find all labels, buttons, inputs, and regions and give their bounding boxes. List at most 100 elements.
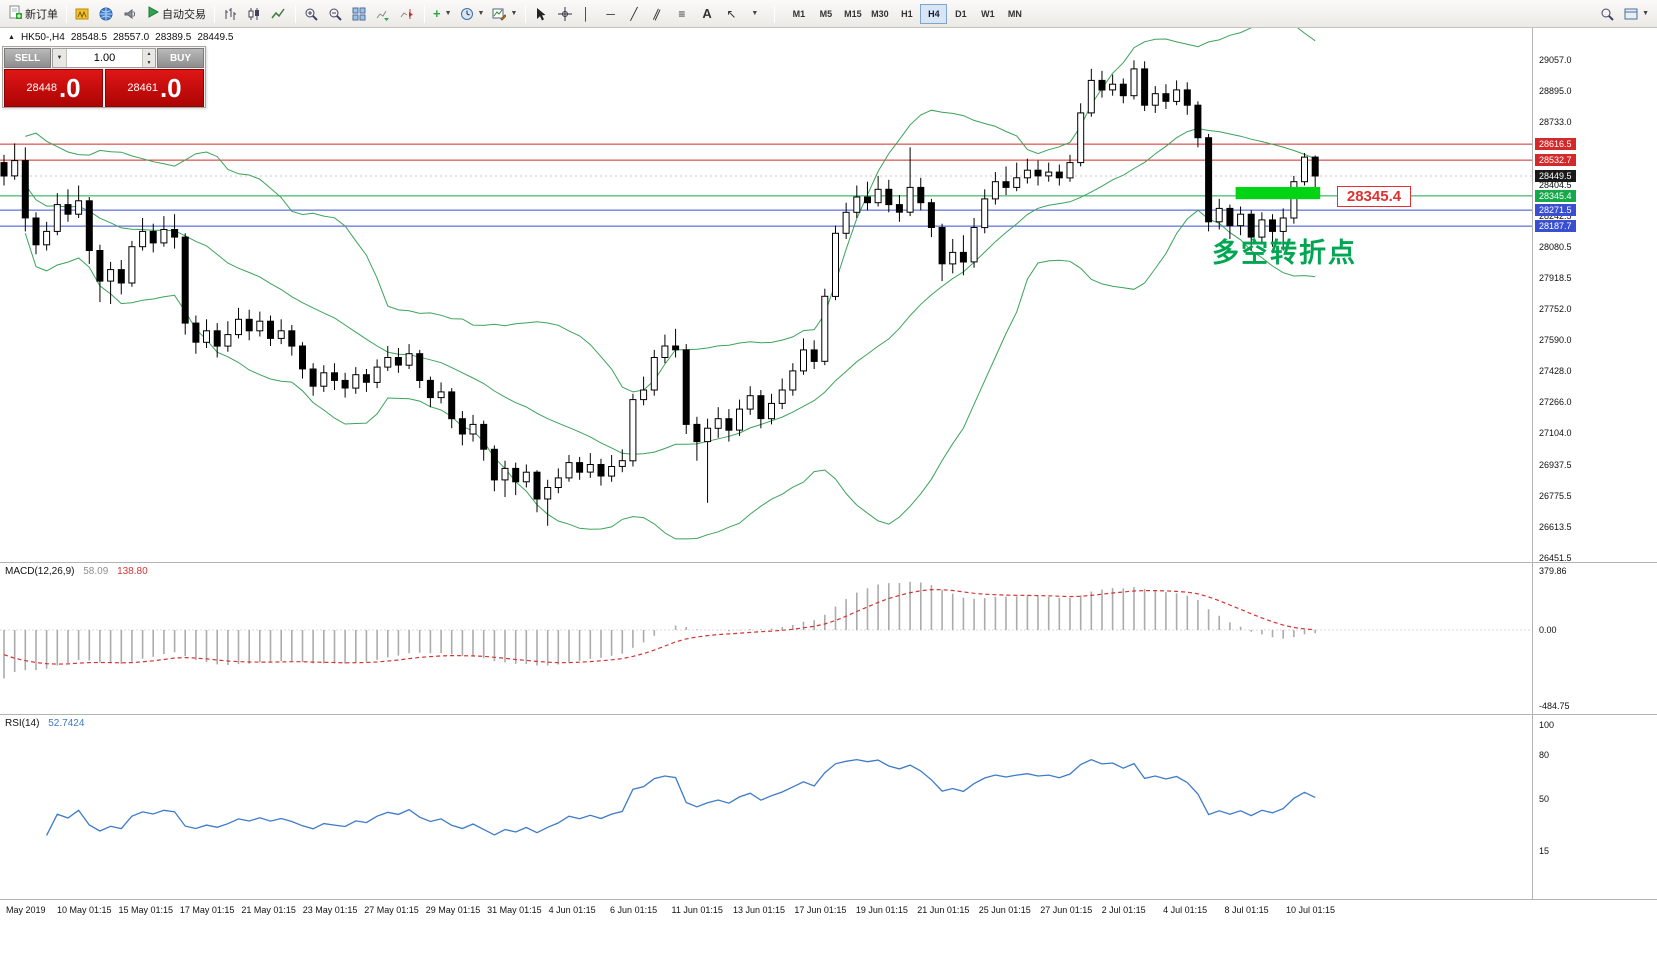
candle [75, 200, 83, 215]
candle [53, 204, 61, 232]
candle [384, 357, 392, 368]
candle [107, 269, 115, 282]
candle [373, 366, 381, 383]
candle [277, 330, 285, 339]
arrow-tool-button[interactable]: ↖ [722, 2, 746, 26]
rsi-label: RSI(14) [5, 718, 40, 729]
price-level-label[interactable]: 28345.4 [1337, 186, 1411, 207]
periods-button[interactable]: ▼ [456, 2, 489, 26]
alerts-button[interactable] [119, 2, 143, 26]
crosshair-tool-button[interactable] [554, 2, 578, 26]
chevron-down-icon: ▼ [751, 10, 759, 17]
candle [565, 462, 573, 479]
rsi-panel[interactable] [0, 715, 1532, 898]
timeframe-w1[interactable]: W1 [974, 4, 1001, 24]
price-axis-label: 28404.5 [1539, 179, 1572, 190]
open-value: 28548.5 [70, 32, 107, 43]
buy-label: BUY [157, 48, 204, 68]
channel-tool-button[interactable]: ∥ [650, 2, 674, 26]
time-axis[interactable]: May 2019 10 May 01:15 15 May 01:15 17 May 0… [0, 900, 1657, 953]
time-axis-label: 27 May 01:15 [364, 905, 419, 915]
panel-splitter[interactable] [0, 562, 1657, 563]
new-order-button[interactable]: 新订单 [4, 2, 62, 26]
candle [522, 471, 530, 483]
volume-down-button[interactable]: ▼ [143, 58, 155, 67]
fibonacci-tool-button[interactable]: ≡ [674, 2, 698, 26]
collapse-panel-icon[interactable]: ▲ [8, 34, 15, 41]
candle [725, 418, 733, 431]
bar-chart-button[interactable] [219, 2, 243, 26]
timeframe-mn[interactable]: MN [1001, 4, 1028, 24]
volume-input[interactable]: 1.00 [93, 52, 116, 64]
candlestick-chart-button[interactable] [243, 2, 267, 26]
candle [757, 395, 765, 420]
low-value: 28389.5 [155, 32, 192, 43]
candle [85, 200, 93, 252]
panel-splitter[interactable] [0, 899, 1657, 900]
trendline-tool-button[interactable]: ╱ [626, 2, 650, 26]
timeframe-m30[interactable]: M30 [866, 4, 893, 24]
panel-splitter[interactable] [0, 714, 1657, 715]
zoom-in-button[interactable] [300, 2, 324, 26]
autotrading-button[interactable]: 自动交易 [143, 2, 210, 26]
text-tool-button[interactable]: A [698, 2, 722, 26]
templates-button[interactable]: ▼ [488, 2, 521, 26]
auto-scroll-button[interactable] [372, 2, 396, 26]
horizontal-line-tool-button[interactable]: ─ [602, 2, 626, 26]
vertical-line-tool-button[interactable]: │ [578, 2, 602, 26]
price-axis-label: 27752.0 [1539, 304, 1572, 315]
search-button[interactable] [1596, 2, 1620, 26]
window-layout-button[interactable]: ▼ [1620, 2, 1653, 26]
main-toolbar: 新订单 自动交易 [0, 0, 1657, 28]
tile-windows-button[interactable] [348, 2, 372, 26]
timeframe-m15[interactable]: M15 [839, 4, 866, 24]
macd-signal-line [3, 588, 1316, 665]
candle [736, 408, 743, 431]
candle [1205, 137, 1213, 223]
candle [1269, 219, 1276, 232]
search-icon [1601, 8, 1614, 21]
indicators-button[interactable]: + ▼ [429, 2, 456, 26]
bollinger-band-line [25, 28, 1316, 393]
community-button[interactable] [95, 2, 119, 26]
timeframe-d1[interactable]: D1 [947, 4, 974, 24]
candle [299, 345, 306, 370]
main-chart[interactable] [0, 28, 1532, 562]
autotrading-label: 自动交易 [162, 8, 206, 21]
sell-price-button[interactable]: 28448 .0 [4, 69, 103, 107]
line-chart-button[interactable] [267, 2, 291, 26]
buy-price-button[interactable]: 28461 .0 [105, 69, 204, 107]
candle [800, 349, 807, 372]
timeframe-m5[interactable]: M5 [812, 4, 839, 24]
tile-windows-icon [352, 7, 366, 20]
candle [267, 320, 274, 339]
macd-main-value: 58.09 [83, 566, 109, 577]
candle [149, 230, 157, 244]
candle [1258, 219, 1266, 238]
price-axis-label: 26613.5 [1539, 521, 1572, 532]
timeframe-m1[interactable]: M1 [785, 4, 812, 24]
price-axis-label: 27104.0 [1539, 428, 1572, 439]
timeframe-h4[interactable]: H4 [920, 3, 948, 24]
candle [842, 211, 850, 234]
price-axis-label: 27918.5 [1539, 272, 1572, 283]
candle [64, 204, 72, 215]
candle [874, 188, 882, 204]
macd-panel[interactable] [0, 563, 1532, 713]
chart-annotation[interactable]: 多空转折点 [1212, 238, 1357, 268]
volume-dropdown-button[interactable]: ▼ [53, 49, 67, 67]
zoom-out-icon [329, 8, 342, 21]
volume-up-button[interactable]: ▲ [143, 49, 155, 58]
chart-shift-button[interactable] [396, 2, 420, 26]
window-layout-icon [1624, 8, 1638, 19]
highlight-zone-rect[interactable] [1235, 187, 1321, 200]
price-axis[interactable]: 29057.028895.028733.028404.528242.528080… [1532, 28, 1657, 899]
timeframe-h1[interactable]: H1 [893, 4, 920, 24]
cursor-tool-button[interactable] [530, 2, 554, 26]
candle [1183, 89, 1191, 106]
shapes-dropdown-button[interactable]: ▼ [746, 2, 770, 26]
zoom-out-button[interactable] [324, 2, 348, 26]
candle [1109, 83, 1117, 91]
metaeditor-button[interactable] [71, 2, 95, 26]
